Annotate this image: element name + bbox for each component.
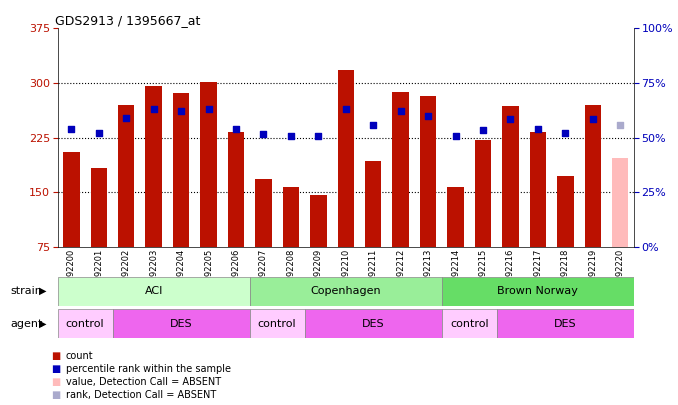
Point xyxy=(587,116,598,123)
Point xyxy=(560,129,571,136)
Bar xyxy=(475,140,492,247)
Bar xyxy=(58,277,250,306)
Bar xyxy=(447,187,464,247)
Text: control: control xyxy=(66,319,104,328)
Text: Copenhagen: Copenhagen xyxy=(311,286,381,296)
Bar xyxy=(304,309,442,338)
Text: count: count xyxy=(66,352,94,361)
Point xyxy=(285,132,296,139)
Bar xyxy=(146,86,162,247)
Bar xyxy=(118,105,134,247)
Bar xyxy=(530,132,546,247)
Point xyxy=(505,116,516,123)
Text: DES: DES xyxy=(362,319,384,328)
Bar xyxy=(283,187,299,247)
Bar xyxy=(255,179,272,247)
Bar xyxy=(584,105,601,247)
Bar xyxy=(250,277,442,306)
Bar xyxy=(442,277,634,306)
Text: Brown Norway: Brown Norway xyxy=(498,286,578,296)
Bar xyxy=(228,132,244,247)
Point xyxy=(395,107,406,114)
Bar xyxy=(58,309,113,338)
Bar xyxy=(420,96,437,247)
Point xyxy=(367,122,378,128)
Point xyxy=(203,105,214,112)
Bar xyxy=(393,92,409,247)
Bar xyxy=(338,70,354,247)
Bar xyxy=(442,309,497,338)
Text: ■: ■ xyxy=(51,352,60,361)
Point xyxy=(340,105,351,112)
Bar xyxy=(365,161,382,247)
Text: GDS2913 / 1395667_at: GDS2913 / 1395667_at xyxy=(55,14,200,27)
Point xyxy=(66,126,77,132)
Point xyxy=(477,127,488,134)
Text: value, Detection Call = ABSENT: value, Detection Call = ABSENT xyxy=(66,377,221,387)
Bar xyxy=(250,309,304,338)
Text: control: control xyxy=(258,319,296,328)
Bar xyxy=(502,107,519,247)
Bar xyxy=(612,158,629,247)
Text: rank, Detection Call = ABSENT: rank, Detection Call = ABSENT xyxy=(66,390,216,400)
Text: ▶: ▶ xyxy=(39,319,47,328)
Text: ▶: ▶ xyxy=(39,286,47,296)
Text: strain: strain xyxy=(10,286,42,296)
Point xyxy=(231,126,241,132)
Point xyxy=(615,122,626,128)
Bar xyxy=(557,176,574,247)
Point xyxy=(422,113,433,119)
Text: agent: agent xyxy=(10,319,43,328)
Bar xyxy=(63,152,79,247)
Point xyxy=(313,133,324,139)
Text: percentile rank within the sample: percentile rank within the sample xyxy=(66,364,231,374)
Bar xyxy=(113,309,250,338)
Point xyxy=(94,129,104,136)
Text: control: control xyxy=(450,319,489,328)
Bar xyxy=(200,81,217,247)
Point xyxy=(450,132,461,139)
Text: DES: DES xyxy=(554,319,576,328)
Bar xyxy=(497,309,634,338)
Point xyxy=(121,115,132,121)
Text: ■: ■ xyxy=(51,364,60,374)
Bar xyxy=(173,92,189,247)
Point xyxy=(532,126,543,132)
Text: DES: DES xyxy=(170,319,193,328)
Text: ■: ■ xyxy=(51,377,60,387)
Bar xyxy=(91,168,107,247)
Text: ACI: ACI xyxy=(144,286,163,296)
Point xyxy=(176,107,186,114)
Text: ■: ■ xyxy=(51,390,60,400)
Point xyxy=(258,131,269,137)
Bar xyxy=(310,194,327,247)
Point xyxy=(148,105,159,112)
